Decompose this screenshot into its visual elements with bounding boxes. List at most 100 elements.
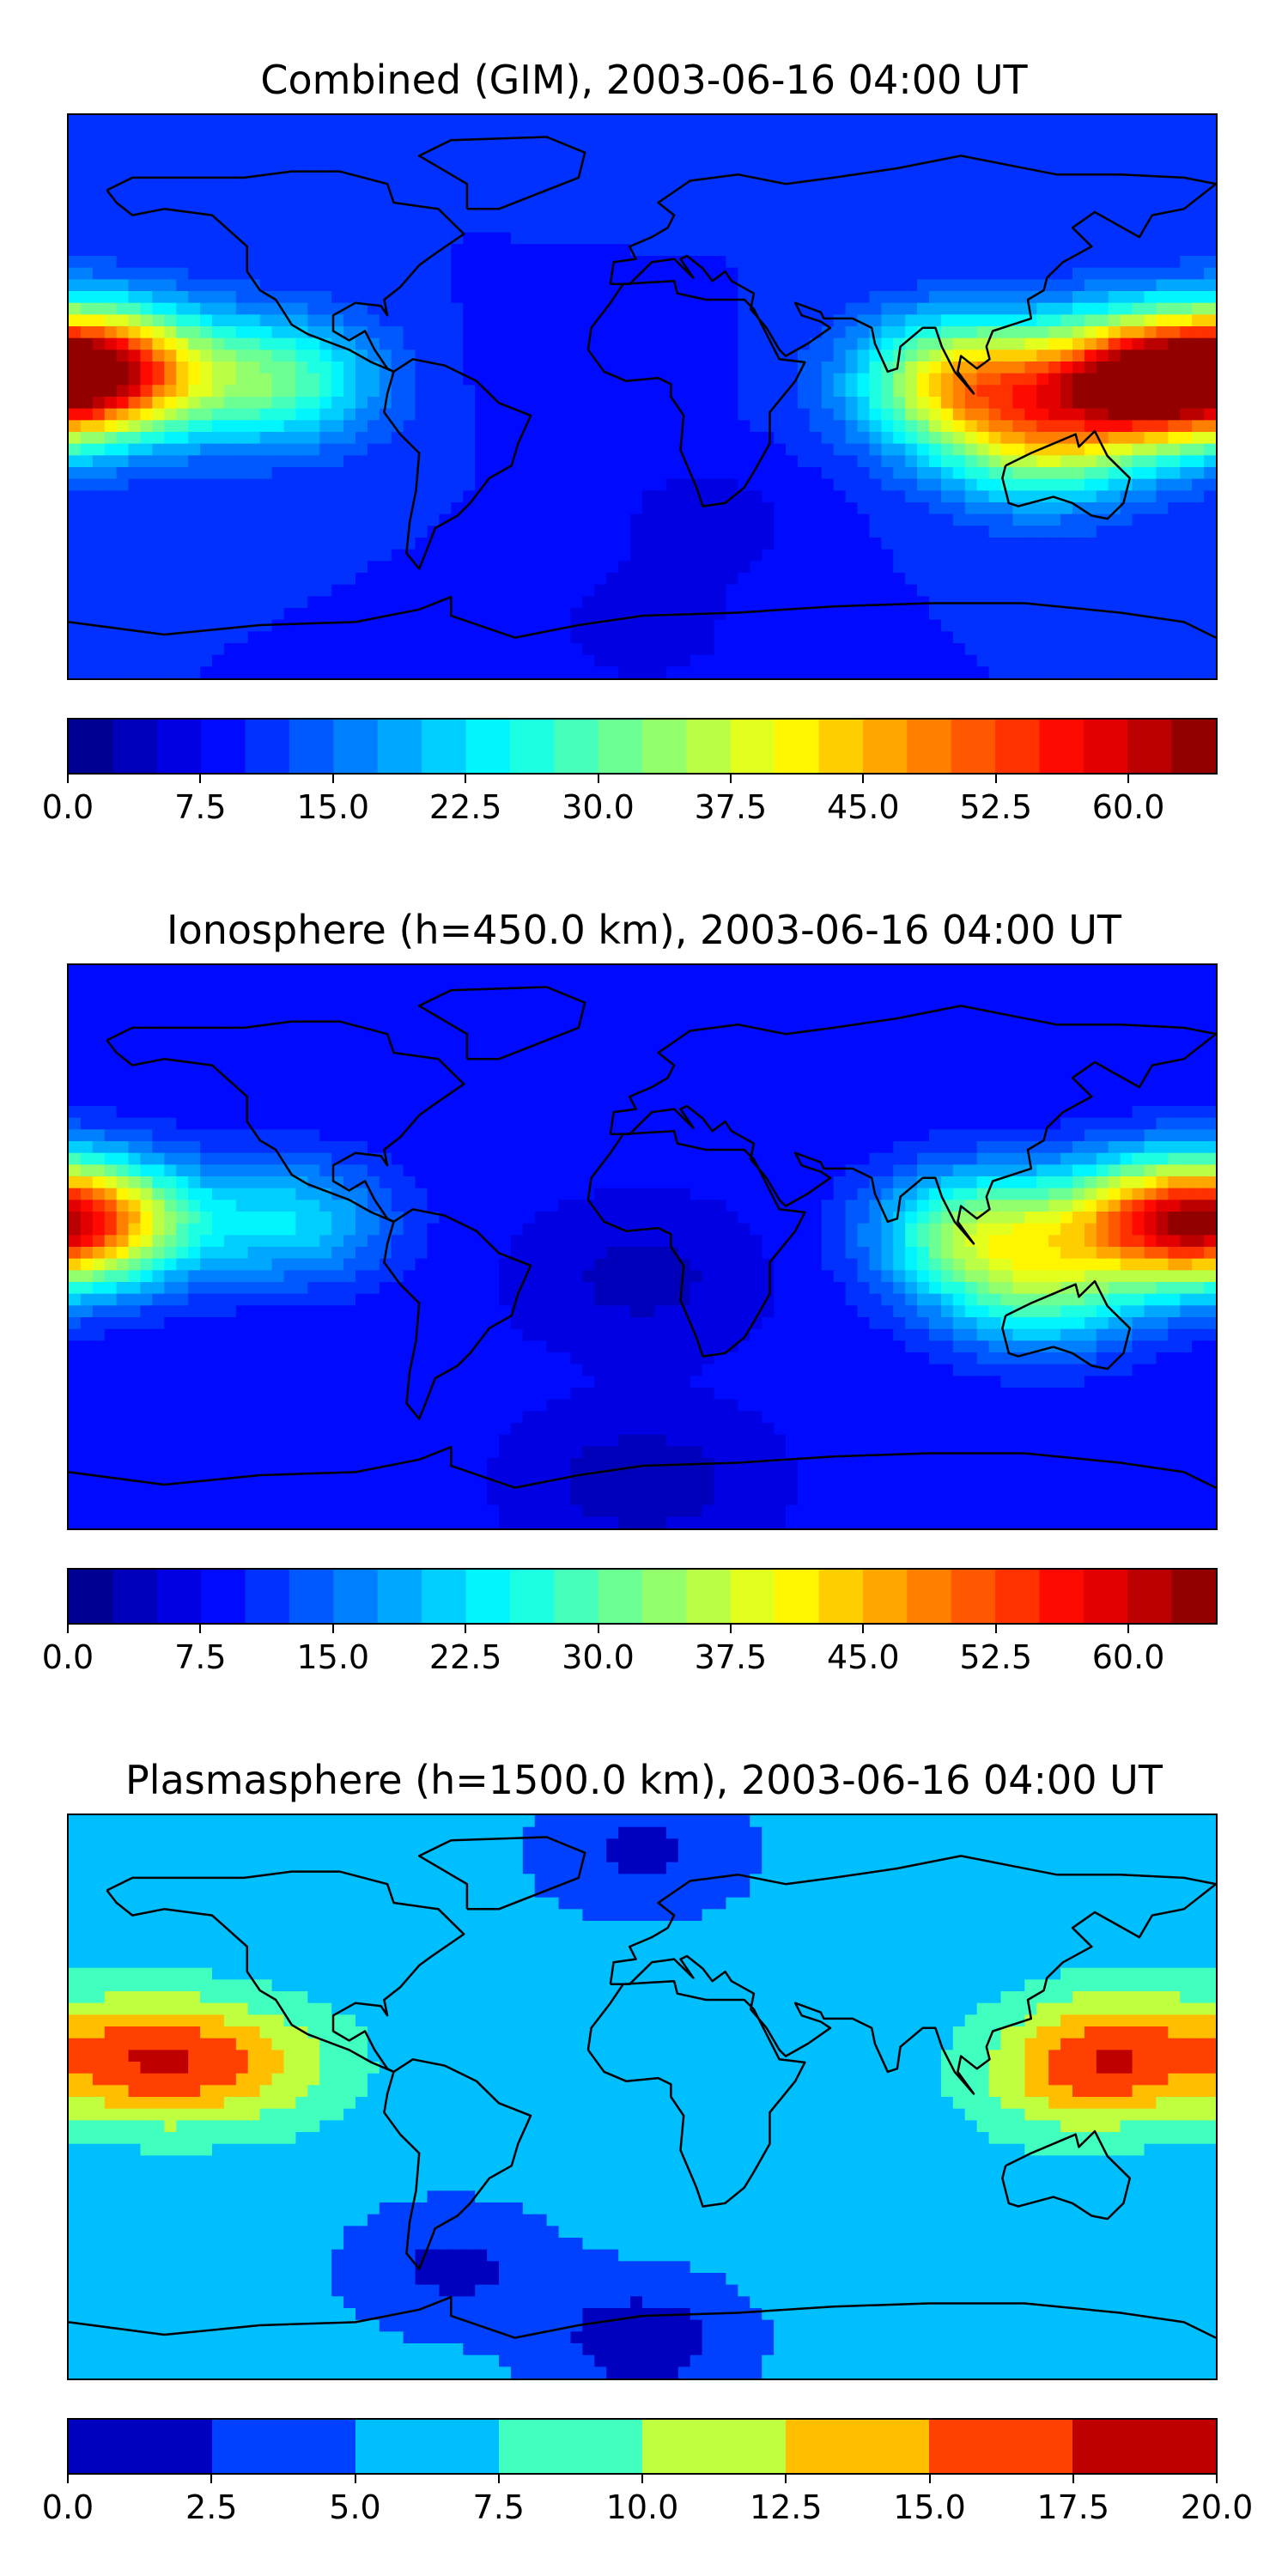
heatmap-cell	[1084, 443, 1097, 456]
heatmap-cell	[630, 584, 643, 597]
heatmap-cell	[821, 443, 835, 456]
heatmap-cell	[128, 397, 142, 410]
heatmap-cell	[522, 502, 536, 515]
heatmap-cell	[726, 150, 738, 163]
heatmap-cell	[235, 513, 249, 526]
heatmap-cell	[881, 608, 894, 621]
heatmap-cell	[786, 549, 799, 562]
heatmap-cell	[714, 244, 727, 257]
heatmap-cell	[200, 643, 213, 656]
heatmap-cell	[331, 408, 344, 421]
heatmap-cell	[1060, 549, 1073, 562]
heatmap-cell	[271, 279, 285, 292]
heatmap-cell	[738, 561, 750, 574]
heatmap-cell	[92, 573, 106, 586]
heatmap-cell	[845, 361, 859, 374]
heatmap-cell	[1180, 549, 1193, 562]
heatmap-cell	[391, 573, 404, 586]
heatmap-cell	[857, 513, 871, 526]
heatmap-cell	[510, 256, 524, 269]
heatmap-cell	[809, 490, 823, 503]
heatmap-cell	[176, 267, 189, 280]
heatmap-cell	[714, 643, 727, 656]
heatmap-cell	[797, 221, 811, 234]
heatmap-cell	[69, 666, 82, 678]
heatmap-cell	[116, 385, 130, 398]
heatmap-cell	[510, 209, 524, 222]
heatmap-cell	[212, 1000, 225, 1013]
heatmap-cell	[988, 397, 1002, 410]
heatmap-cell	[200, 631, 213, 644]
heatmap-cell	[140, 397, 154, 410]
heatmap-cell	[92, 467, 106, 480]
heatmap-cell	[869, 631, 882, 644]
heatmap-cell	[1204, 232, 1216, 245]
heatmap-cell	[618, 988, 631, 1001]
heatmap-cell	[988, 666, 1002, 678]
heatmap-cell	[152, 561, 165, 574]
heatmap-cell	[606, 244, 619, 257]
heatmap-cell	[653, 385, 667, 398]
heatmap-cell	[522, 573, 536, 586]
colorbar-swatch	[642, 720, 687, 773]
heatmap-cell	[140, 549, 154, 562]
heatmap-cell	[403, 385, 416, 398]
heatmap-cell	[893, 302, 906, 315]
heatmap-cell	[881, 385, 894, 398]
heatmap-cell	[534, 161, 548, 174]
heatmap-cell	[558, 115, 572, 128]
heatmap-cell	[546, 608, 560, 621]
heatmap-cell	[200, 302, 213, 315]
heatmap-cell	[475, 209, 488, 222]
heatmap-cell	[582, 513, 595, 526]
heatmap-cell	[1156, 976, 1169, 989]
heatmap-cell	[738, 455, 750, 468]
heatmap-cell	[534, 666, 548, 678]
heatmap-cell	[140, 1000, 154, 1013]
heatmap-cell	[92, 502, 106, 515]
heatmap-cell	[104, 267, 118, 280]
heatmap-cell	[439, 197, 452, 210]
heatmap-cell	[1048, 513, 1061, 526]
heatmap-cell	[726, 126, 738, 139]
heatmap-cell	[976, 221, 990, 234]
heatmap-cell	[247, 513, 261, 526]
heatmap-cell	[857, 221, 871, 234]
heatmap-cell	[140, 126, 154, 139]
heatmap-cell	[690, 420, 703, 433]
heatmap-cell	[176, 478, 189, 491]
heatmap-cell	[1084, 185, 1097, 198]
heatmap-cell	[726, 988, 738, 1001]
heatmap-cell	[786, 126, 799, 139]
heatmap-cell	[1108, 385, 1121, 398]
heatmap-cell	[367, 478, 380, 491]
heatmap-cell	[223, 349, 237, 362]
heatmap-cell	[917, 337, 930, 350]
heatmap-cell	[821, 549, 835, 562]
heatmap-cell	[1000, 420, 1014, 433]
heatmap-cell	[427, 467, 440, 480]
heatmap-cell	[881, 596, 894, 609]
heatmap-cell	[665, 432, 679, 445]
heatmap-cell	[809, 573, 823, 586]
heatmap-cell	[391, 408, 404, 421]
heatmap-cell	[1060, 385, 1073, 398]
heatmap-cell	[917, 549, 930, 562]
heatmap-cell	[379, 467, 392, 480]
heatmap-cell	[367, 538, 380, 550]
heatmap-cell	[1204, 361, 1216, 374]
heatmap-cell	[343, 643, 356, 656]
heatmap-cell	[1012, 408, 1025, 421]
heatmap-cell	[738, 161, 750, 174]
heatmap-cell	[176, 666, 189, 678]
heatmap-cell	[940, 232, 954, 245]
heatmap-cell	[319, 420, 332, 433]
heatmap-cell	[1000, 256, 1014, 269]
heatmap-cell	[235, 115, 249, 128]
heatmap-cell	[809, 976, 823, 989]
coastline-3	[609, 155, 1216, 395]
heatmap-cell	[1000, 314, 1014, 327]
heatmap-cell	[606, 161, 619, 174]
heatmap-cell	[152, 161, 165, 174]
colorbar-tick	[331, 775, 334, 783]
